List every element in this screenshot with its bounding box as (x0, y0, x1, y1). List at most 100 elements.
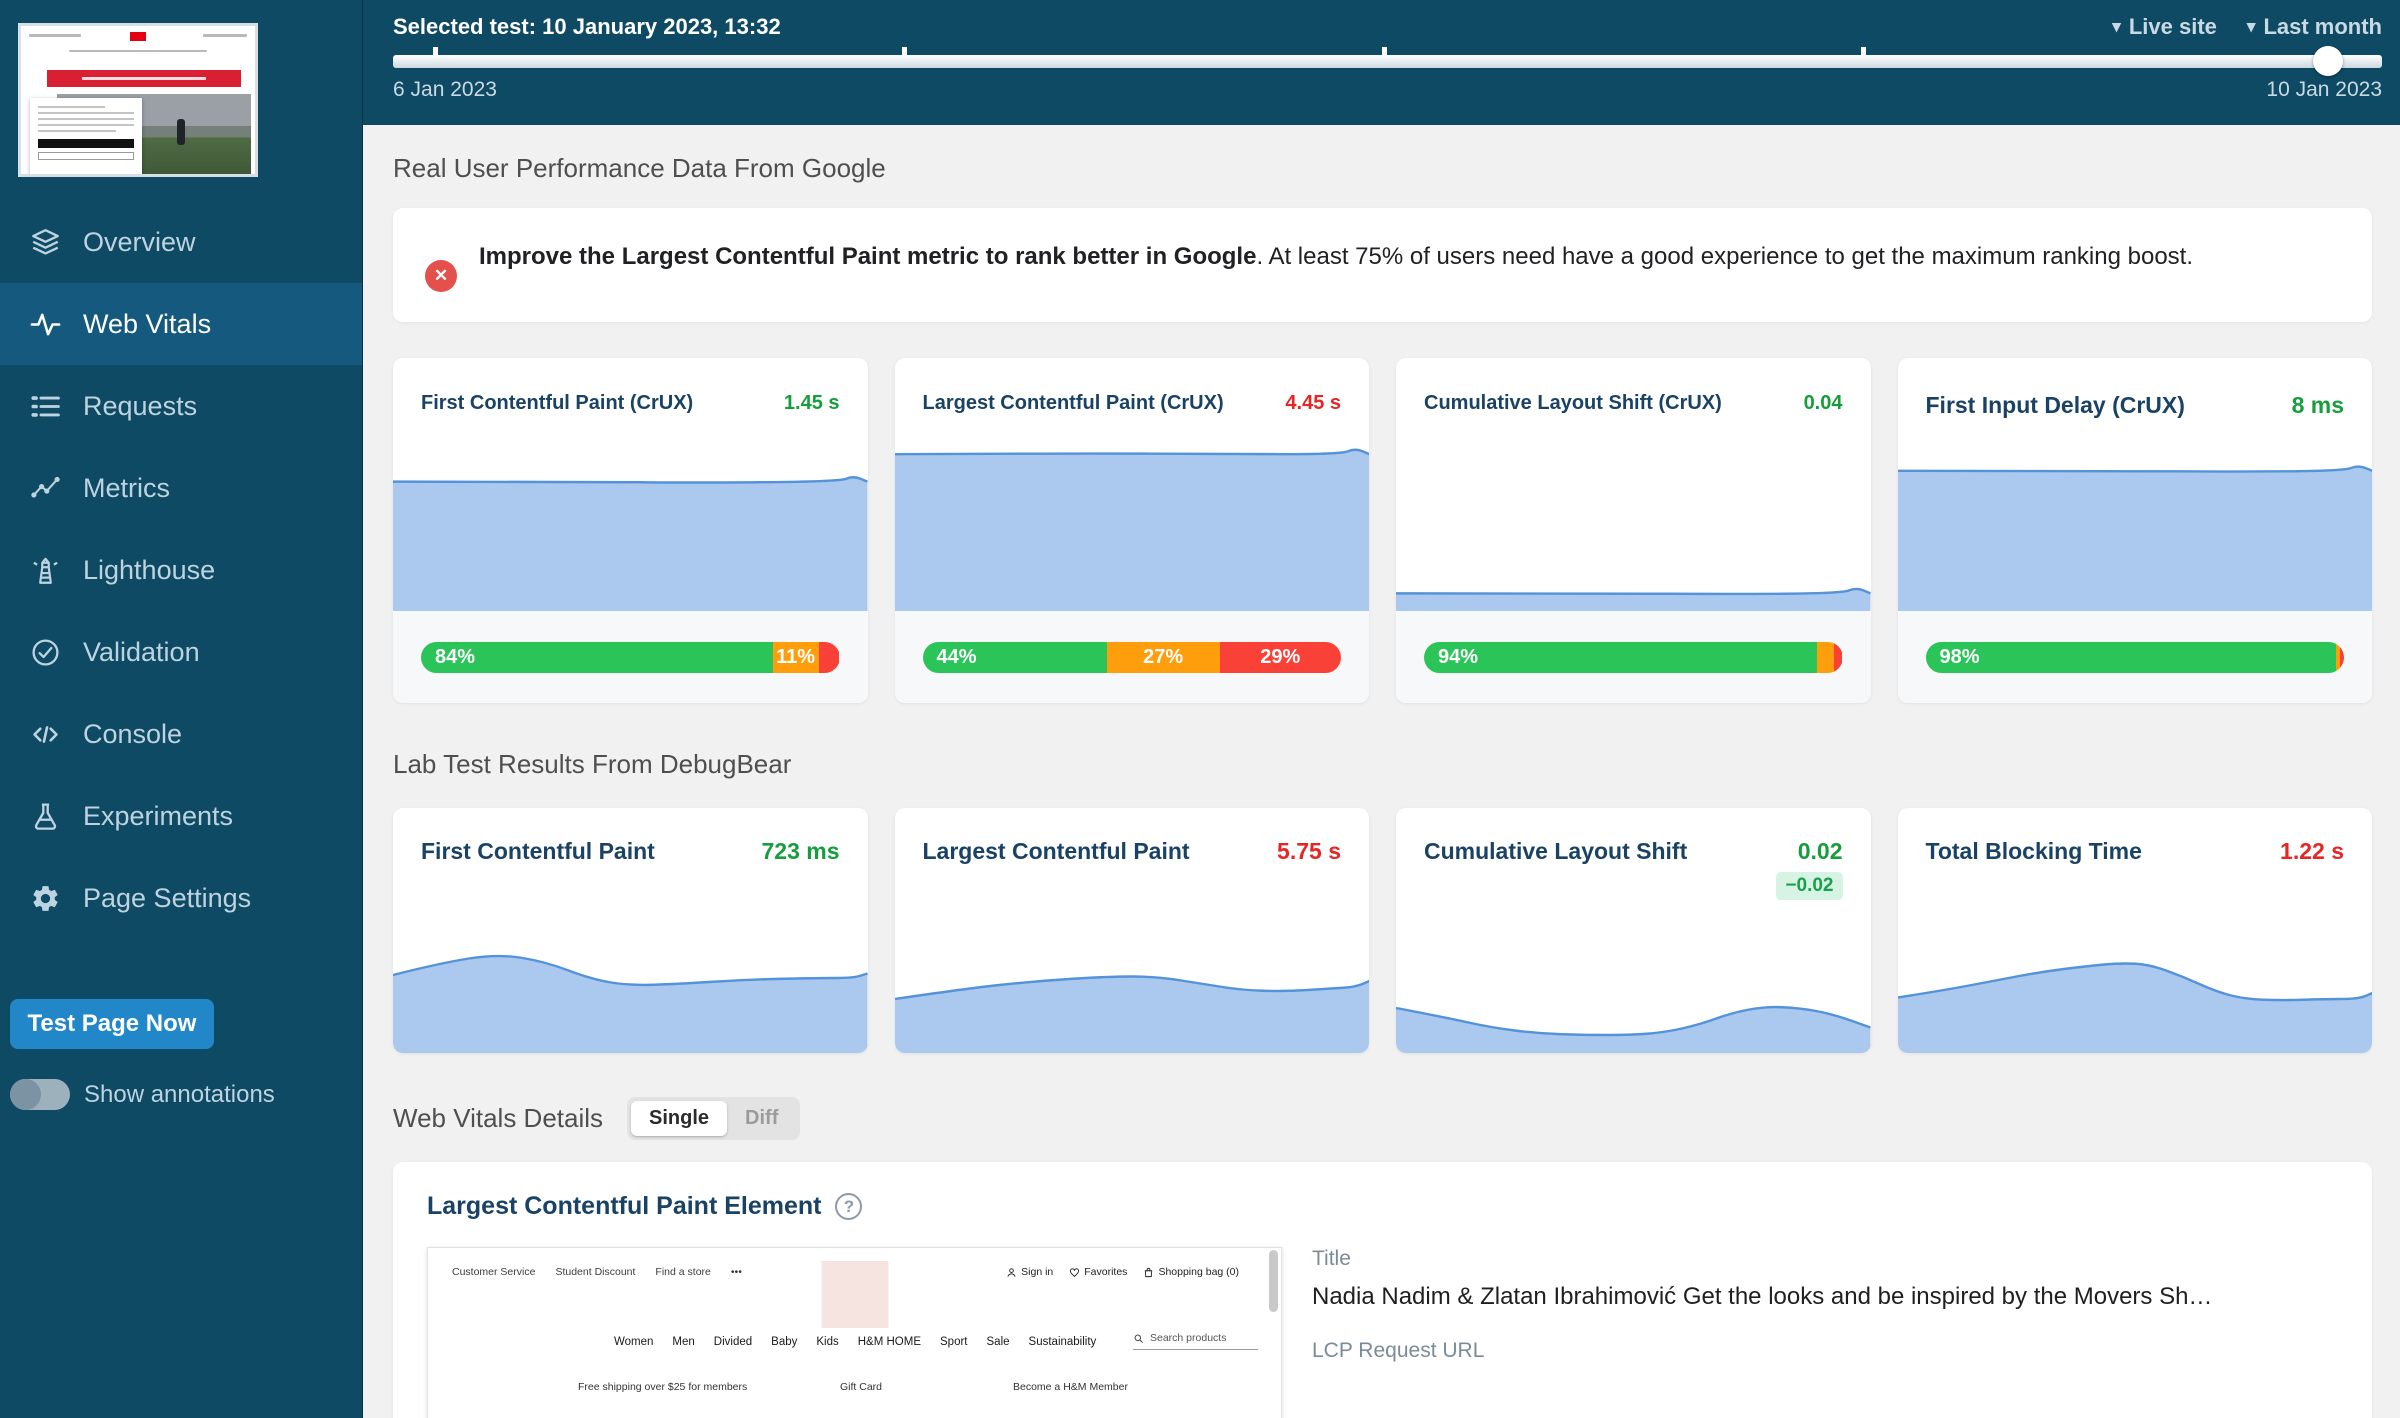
sidebar-item-web-vitals[interactable]: Web Vitals (0, 283, 362, 365)
crux-section-title: Real User Performance Data From Google (393, 153, 886, 183)
slider-handle[interactable] (2313, 46, 2344, 76)
lab-card-largest-contentful-paint: Largest Contentful Paint 5.75 s (894, 808, 1369, 1053)
bar-segment-orange (1817, 641, 1835, 673)
shot-top-link: Student Discount (555, 1266, 636, 1278)
sidebar-item-label: Requests (83, 390, 198, 421)
distribution-bar: 98% (1925, 641, 2345, 673)
sidebar-item-label: Web Vitals (83, 308, 212, 339)
lab-cards-grid: First Contentful Paint 723 ms Largest Cont… (393, 808, 2372, 1053)
shot-top-links: Customer Service Student Discount Find a s… (452, 1266, 742, 1278)
chevron-down-icon: ▾ (2112, 17, 2121, 36)
toggle-option-diff[interactable]: Diff (745, 1107, 779, 1129)
live-site-dropdown[interactable]: ▾ Live site (2112, 14, 2217, 39)
distribution-bar: 44% 27% 29% (922, 641, 1342, 673)
crux-card-cumulative-layout-shift-crux: Cumulative Layout Shift (CrUX) 0.04 94% (1396, 358, 1871, 703)
sidebar-item-overview[interactable]: Overview (0, 201, 362, 283)
sidebar-item-validation[interactable]: Validation (0, 611, 362, 693)
lab-card-total-blocking-time: Total Blocking Time 1.22 s (1897, 808, 2372, 1053)
timeline-tick[interactable] (432, 47, 438, 56)
alert-text: Improve the Largest Contentful Paint met… (479, 243, 2193, 270)
sidebar-item-page-settings[interactable]: Page Settings (0, 857, 362, 939)
sidebar-item-requests[interactable]: Requests (0, 365, 362, 447)
main-content: Real User Performance Data From Google ✕… (363, 125, 2400, 1418)
thumb-nav-line (69, 50, 207, 52)
scrollbar-thumb[interactable] (1269, 1250, 1278, 1312)
lcp-element-panel: Largest Contentful Paint Element ? Custo… (393, 1162, 2372, 1418)
toggle-option-single[interactable]: Single (631, 1101, 728, 1136)
timeline-tick[interactable] (902, 47, 908, 56)
lab-chart (1396, 903, 1871, 1053)
card-title: First Contentful Paint (CrUX) (421, 392, 694, 414)
sidebar-item-console[interactable]: Console (0, 693, 362, 775)
lcp-element-heading: Largest Contentful Paint Element (427, 1192, 822, 1220)
chevron-down-icon: ▾ (2246, 17, 2256, 36)
site-thumbnail (18, 23, 258, 177)
pulse-icon (30, 309, 61, 340)
range-end-label: 10 Jan 2023 (2266, 78, 2382, 101)
bar-segment-label: 27% (1143, 645, 1184, 668)
lab-section-title: Lab Test Results From DebugBear (393, 749, 792, 779)
search-icon (1133, 1333, 1144, 1344)
bar-segment-orange: 11% (772, 641, 819, 673)
lcp-alert-card: ✕ Improve the Largest Contentful Paint m… (393, 208, 2372, 322)
shot-search-field: Search products (1133, 1332, 1258, 1350)
crux-cards-grid: First Contentful Paint (CrUX) 1.45 s 84% 11… (393, 358, 2372, 703)
thumb-popup (30, 98, 142, 174)
lcp-highlight-region (821, 1261, 888, 1328)
error-icon: ✕ (425, 260, 457, 292)
card-title: Cumulative Layout Shift (CrUX) (1424, 392, 1722, 414)
bag-icon (1143, 1267, 1154, 1278)
crux-card-first-contentful-paint-crux: First Contentful Paint (CrUX) 1.45 s 84% 11… (393, 358, 868, 703)
thumb-text-line (29, 34, 81, 37)
help-icon[interactable]: ? (835, 1193, 863, 1220)
slider-track[interactable] (393, 55, 2382, 68)
sidebar-item-label: Console (83, 718, 183, 749)
card-title: First Input Delay (CrUX) (1925, 392, 2185, 418)
sidebar-item-label: Overview (83, 226, 196, 257)
distribution-strip: 84% 11% (393, 611, 868, 703)
sidebar-item-metrics[interactable]: Metrics (0, 447, 362, 529)
distribution-strip: 98% (1897, 611, 2372, 703)
last-month-dropdown[interactable]: ▾ Last month (2246, 14, 2382, 39)
shot-nav-link: H&M HOME (857, 1336, 921, 1348)
shot-nav-link: Divided (713, 1336, 753, 1348)
bar-segment-orange (2335, 641, 2340, 673)
crux-chart (393, 415, 868, 611)
crux-card-largest-contentful-paint-crux: Largest Contentful Paint (CrUX) 4.45 s 44%… (894, 358, 1369, 703)
show-annotations-toggle[interactable] (10, 1079, 70, 1110)
layers-icon (30, 227, 61, 258)
gear-icon (30, 883, 61, 914)
test-page-now-button[interactable]: Test Page Now (10, 999, 214, 1049)
shot-nav-link: Men (672, 1336, 695, 1348)
trend-area-chart (894, 975, 1369, 1053)
check-circle-icon (30, 637, 61, 668)
lab-chart (1897, 903, 2372, 1053)
sidebar-item-lighthouse[interactable]: Lighthouse (0, 529, 362, 611)
card-title: Largest Contentful Paint (922, 838, 1190, 864)
toggle-knob (10, 1079, 41, 1110)
shot-nav-link: Sustainability (1028, 1336, 1097, 1348)
shot-promo-link: Gift Card (840, 1381, 883, 1393)
sidebar-item-experiments[interactable]: Experiments (0, 775, 362, 857)
details-section-title: Web Vitals Details (393, 1103, 604, 1133)
sidebar-item-label: Lighthouse (83, 554, 216, 585)
card-value: 0.04 (1803, 392, 1843, 414)
shot-nav-links: Women Men Divided Baby Kids H&M HOME Sport Sale… (614, 1336, 1096, 1348)
crux-chart (1396, 415, 1871, 611)
trend-area-chart (894, 448, 1369, 611)
topbar: Selected test: 10 January 2023, 13:32 ▾ L… (363, 0, 2400, 125)
timeline-tick[interactable] (1381, 47, 1387, 56)
title-value: Nadia Nadim & Zlatan Ibrahimović Get the… (1312, 1283, 2213, 1310)
trend-area-chart (393, 954, 868, 1053)
timeline-tick[interactable] (1860, 47, 1866, 56)
bar-segment-green: 44% (922, 641, 1107, 673)
crux-chart (1897, 419, 2372, 611)
delta-badge: −0.02 (1776, 872, 1843, 900)
shot-nav-link: Sport (940, 1336, 968, 1348)
main-column: Selected test: 10 January 2023, 13:32 ▾ L… (363, 0, 2400, 1418)
card-title: Cumulative Layout Shift (1424, 838, 1688, 864)
bar-segment-label: 44% (936, 645, 977, 668)
trend-area-chart (1897, 962, 2372, 1053)
card-title: Total Blocking Time (1925, 838, 2142, 864)
